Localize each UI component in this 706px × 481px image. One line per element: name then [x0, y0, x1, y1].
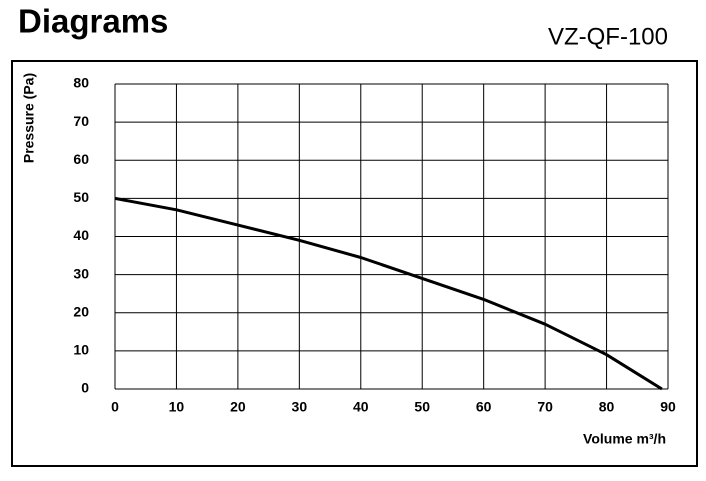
- x-tick-label: 0: [111, 399, 119, 415]
- x-tick-label: 10: [169, 399, 185, 415]
- curve: [114, 196, 663, 391]
- x-tick-label: 90: [660, 399, 676, 415]
- chart-subtitle: VZ-QF-100: [548, 23, 668, 50]
- y-tick-label: 30: [73, 265, 89, 281]
- frame: [11, 60, 698, 467]
- x-tick-label: 60: [476, 399, 492, 415]
- chart-title: Diagrams: [18, 3, 168, 40]
- x-tick-label: 40: [353, 399, 369, 415]
- y-tick-label: 40: [73, 227, 89, 243]
- x-tick-label: 20: [230, 399, 246, 415]
- y-tick-label: 50: [73, 189, 89, 205]
- y-axis-label: Pressure (Pa): [21, 73, 37, 163]
- y-tick-label: 0: [81, 380, 89, 396]
- x-tick-label: 30: [292, 399, 308, 415]
- x-tick-label: 80: [599, 399, 615, 415]
- x-axis-label: Volume m³/h: [583, 431, 666, 447]
- y-tick-label: 10: [73, 342, 89, 358]
- y-tick-label: 20: [73, 303, 89, 319]
- x-tick-label: 50: [414, 399, 430, 415]
- y-tick-label: 70: [73, 113, 89, 129]
- x-tick-label: 70: [537, 399, 553, 415]
- y-tick-label: 80: [73, 75, 89, 91]
- y-tick-label: 60: [73, 151, 89, 167]
